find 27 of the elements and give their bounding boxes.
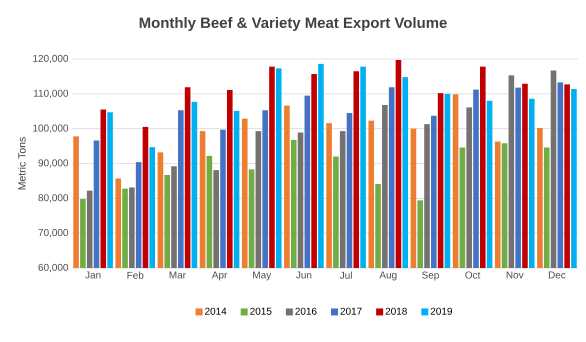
x-tick-label: Jan	[85, 272, 100, 278]
x-tick-label: Aug	[379, 272, 396, 280]
y-tick-label: 80,000	[38, 194, 68, 202]
y-tick-label: 70,000	[38, 229, 68, 238]
x-tick-label: Jun	[296, 272, 312, 278]
legend-label: 2015	[250, 308, 272, 315]
x-tick-label: Sep	[422, 272, 439, 281]
legend-label: 2016	[295, 308, 317, 315]
x-tick-label: Nov	[506, 272, 524, 278]
x-tick-label: Jul	[340, 272, 352, 279]
x-tick-label: Dec	[548, 272, 566, 278]
y-tick-label: 60,000	[38, 264, 68, 272]
legend-label: 2019	[430, 308, 452, 315]
x-tick-label: Apr	[212, 272, 228, 280]
y-tick-label: 100,000	[33, 124, 68, 133]
legend-label: 2014	[205, 308, 226, 315]
x-tick-label: Feb	[127, 272, 144, 279]
legend-label: 2018	[386, 308, 407, 315]
x-tick-label: Mar	[170, 272, 186, 278]
x-tick-label: Oct	[465, 272, 480, 279]
y-tick-label: 120,000	[33, 54, 68, 64]
x-tick-label: May	[253, 272, 272, 280]
chart-title: Monthly Beef & Variety Meat Export Volume	[140, 17, 447, 31]
y-tick-label: 110,000	[34, 90, 68, 98]
y-axis-title: Metric Tons	[18, 137, 26, 190]
legend-label: 2017	[340, 308, 362, 315]
y-tick-label: 90,000	[38, 159, 68, 168]
